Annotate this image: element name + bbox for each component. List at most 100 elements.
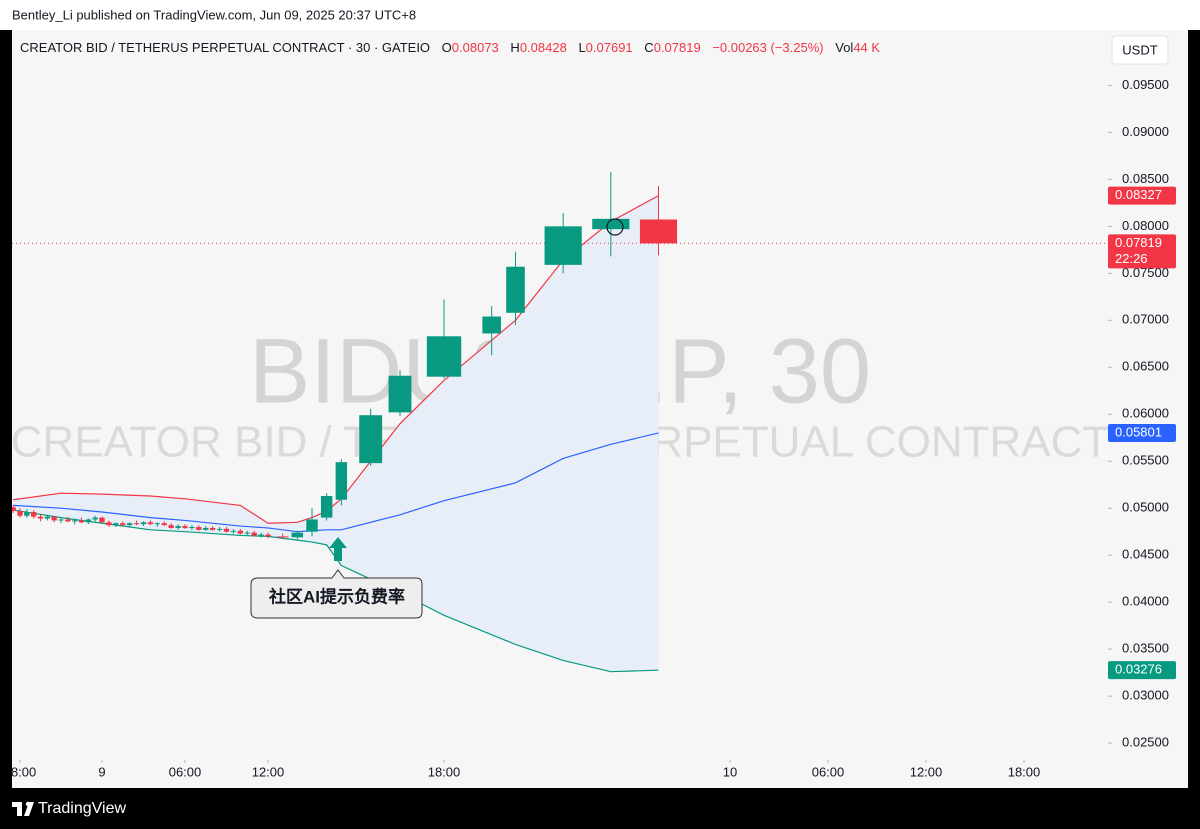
candle-body [320,495,333,518]
close: 0.07819 [653,40,701,55]
candle-body [335,462,348,500]
candle-body [168,525,174,528]
footer-bg [0,788,1200,829]
c-label: C [644,40,654,55]
y-tick-label: 0.03000 [1122,688,1169,703]
candle-body [24,511,30,516]
symbol: CREATOR BID / TETHERUS PERPETUAL CONTRAC… [20,40,431,55]
axes: 0.02500 0.03000 0.03500 0.04000 0.04500 0.050… [1108,77,1176,750]
candle-body [189,527,195,529]
o-label: O [441,40,452,55]
y-tick-label: 0.07000 [1122,312,1169,327]
price-tag [1108,186,1176,205]
annotation-arrow [329,537,347,561]
header-bg [0,0,1200,30]
y-tick-label: 0.06500 [1122,359,1169,374]
y-tick-label: 0.08500 [1122,171,1169,186]
candle-body [291,532,304,538]
candle-body [147,522,154,525]
candle-body [133,523,140,525]
marker [606,218,624,236]
candle-body [359,415,383,464]
candle-body [12,507,16,512]
y-tick-label: 0.04000 [1122,594,1169,609]
y-tick-label: 0.08000 [1122,218,1169,233]
publisher: Bentley_Li published on TradingView.com,… [12,7,416,22]
band-fill [13,195,659,672]
y-tick-label: 0.03500 [1122,641,1169,656]
band-line [13,509,659,673]
y-tick-label: 0.07500 [1122,265,1169,280]
brand: TradingView [38,800,126,817]
vol-label: Vol [835,40,854,55]
annotation-box [250,569,423,619]
ohlc-legend: CREATOR BID / TETHERUS PERPETUAL CONTRAC… [20,40,888,55]
brand-logo-dot [25,801,31,807]
candle-body [306,519,318,532]
high: 0.08428 [519,40,567,55]
candle-body [258,534,264,536]
x-tick-label: 10 [723,764,737,779]
candle-body [154,523,161,525]
candle-body [482,316,501,334]
candle-body [31,511,37,517]
x-axis: 18:00 9 06:00 12:00 18:00 10 06:00 12:00 18:00 [4,760,1041,779]
x-tick-label: 12:00 [910,764,943,779]
candle-body [113,523,119,526]
candle-body [85,519,91,523]
y-tick-label: 0.05500 [1122,453,1169,468]
candle-body [544,226,582,265]
x-tick-label: 06:00 [169,764,202,779]
candle-body [182,526,188,528]
x-tick-label: 06:00 [812,764,845,779]
candle-body [120,523,126,526]
price-tag [1108,423,1176,442]
candle-body [92,517,98,520]
candle-body [17,511,23,516]
candle-body [99,517,105,523]
price-tag [1108,661,1176,680]
candle-body [37,516,44,519]
candle-body [126,523,133,526]
countdown: 22:26 [1115,251,1148,266]
h-label: H [510,40,520,55]
candle-body [216,528,223,530]
x-tick-label: 18:00 [428,764,461,779]
candle-body [592,218,630,230]
candle-body [203,527,209,530]
candle-body [140,522,147,525]
candle-body [65,519,71,522]
price-tag-label: 0.03276 [1115,662,1162,677]
candle-body [58,519,64,521]
candle-body [251,532,257,536]
candle-body [209,527,216,530]
x-tick-label: 12:00 [252,764,285,779]
open: 0.08073 [451,40,499,55]
y-tick-label: 0.02500 [1122,735,1169,750]
currency-box[interactable] [1111,35,1169,65]
price-tag-label: 0.08327 [1115,187,1162,202]
annotation-text: 社区AI提示负费率 [268,586,405,606]
plot [12,171,1108,673]
candle-body [44,516,50,519]
candle-body [506,266,525,313]
candle-body [175,526,181,528]
currency: USDT [1122,42,1157,57]
price-tag-label: 0.07819 [1115,235,1162,250]
candle-body [161,523,167,526]
x-tick-label: 18:00 [4,764,37,779]
candle-body [78,520,85,523]
candle-body [51,516,57,521]
x-tick-label: 9 [98,764,105,779]
candle-body [237,530,244,534]
candle-body [426,336,462,377]
candle-body [276,536,289,538]
price-tag [1108,234,1176,269]
y-tick-label: 0.05000 [1122,500,1169,515]
candle-body [223,528,230,532]
x-tick-label: 18:00 [1008,764,1041,779]
candle-body [388,375,412,413]
candle-body [244,532,250,534]
